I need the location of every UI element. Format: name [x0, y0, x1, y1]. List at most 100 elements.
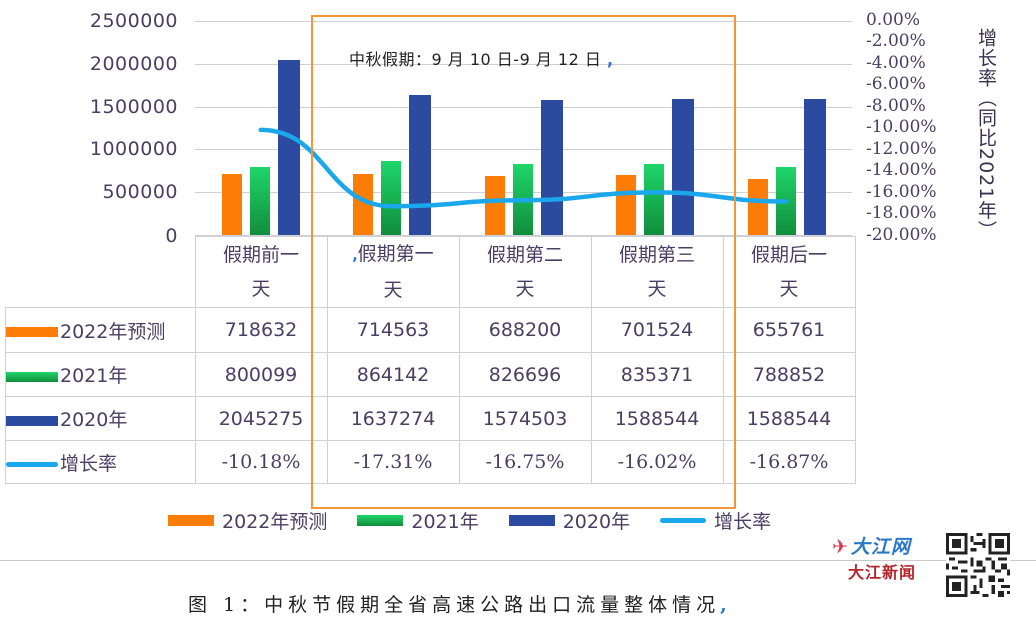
- separator-line: [0, 560, 1036, 561]
- table-cell: 788852: [722, 352, 856, 397]
- orange-swatch-icon: [168, 515, 214, 526]
- table-cell: 688200: [458, 307, 592, 353]
- row-label-text: 2022年预测: [60, 320, 166, 343]
- orange-swatch-icon: [6, 327, 58, 337]
- legend-label: 2021年: [411, 511, 479, 533]
- table-cell: -16.87%: [722, 440, 856, 484]
- left-tick: 1000000: [89, 138, 178, 160]
- bar-blue: [672, 99, 695, 235]
- annotation-text: 中秋假期：9 月 10 日-9 月 12 日: [349, 50, 602, 69]
- row-label: 2022年预测: [5, 307, 196, 353]
- right-tick: -18.00%: [866, 203, 937, 223]
- legend-label: 增长率: [714, 511, 772, 533]
- row-label-text: 增长率: [60, 452, 118, 475]
- holiday-highlight-box: [311, 15, 736, 509]
- header-line: 天: [647, 278, 667, 300]
- bar-green: [644, 163, 665, 235]
- header-line: ,假期第一: [352, 243, 434, 265]
- data-table: 假期前一天 ,假期第一天 假期第二天 假期第三天 假期后一天 2022年预测 7…: [5, 236, 856, 484]
- table-header-cell: 假期后一天: [722, 236, 856, 308]
- table-cell: 864142: [326, 352, 460, 397]
- table-cell: -16.75%: [458, 440, 592, 484]
- right-tick: -2.00%: [866, 31, 926, 51]
- header-line: 天: [383, 279, 403, 301]
- news-logo: 大江新闻: [848, 559, 916, 583]
- bar-orange: [222, 173, 242, 235]
- table-row: 2020年 2045275 1637274 1574503 1588544 15…: [5, 396, 856, 441]
- table-cell: 1637274: [326, 396, 460, 441]
- header-line: 假期后一: [750, 244, 827, 266]
- table-cell: 718632: [194, 307, 328, 353]
- bar-orange: [353, 173, 374, 235]
- header-line: 假期前一: [222, 244, 299, 266]
- bar-blue: [409, 94, 432, 235]
- right-tick: -12.00%: [866, 139, 937, 159]
- watermark-logo: ✈ 大江网 大江新闻: [832, 532, 916, 583]
- gridline: [195, 21, 852, 22]
- bar-green: [250, 166, 270, 235]
- legend-item: 2020年: [508, 507, 631, 534]
- table-cell: 2045275: [194, 396, 328, 441]
- table-header-cell: 假期第二天: [458, 236, 592, 308]
- wing-icon: ✈: [832, 536, 849, 558]
- header-line: 假期第三: [618, 244, 695, 266]
- left-tick: 500000: [102, 181, 178, 203]
- row-label: 2020年: [5, 396, 196, 441]
- green-swatch-icon: [357, 515, 404, 526]
- left-tick: 1500000: [89, 96, 178, 118]
- table-row: 增长率 -10.18% -17.31% -16.75% -16.02% -16.…: [5, 440, 856, 484]
- chart-legend: 2022年预测 2021年 2020年 增长率: [168, 507, 801, 534]
- figure-caption: 图 1：中秋节假期全省高速公路出口流量整体情况,: [188, 590, 732, 617]
- right-tick: -8.00%: [866, 96, 926, 116]
- right-axis-title: 增长率（同比2021年）: [975, 28, 997, 241]
- gridline: [195, 107, 852, 108]
- table-cell: -10.18%: [194, 440, 328, 484]
- legend-label: 2020年: [562, 511, 631, 533]
- table-header-cell: ,假期第一天: [326, 236, 460, 308]
- legend-item: 2021年: [357, 507, 479, 534]
- bar-orange: [616, 174, 637, 235]
- bar-blue: [278, 59, 300, 235]
- site-logo: ✈ 大江网: [832, 532, 916, 559]
- plot-area: [195, 21, 852, 235]
- right-tick: -6.00%: [866, 74, 926, 94]
- table-row: 2021年 800099 864142 826696 835371 788852: [5, 352, 856, 397]
- row-label: 2021年: [5, 352, 196, 397]
- legend-item: 增长率: [660, 507, 771, 534]
- line-swatch-icon: [6, 461, 58, 467]
- legend-label: 2022年预测: [222, 511, 328, 533]
- header-line: 天: [251, 278, 271, 300]
- bar-orange: [747, 178, 768, 235]
- right-tick: -14.00%: [866, 160, 937, 180]
- bar-orange: [484, 176, 505, 235]
- right-tick: -10.00%: [866, 117, 937, 137]
- header-line: 假期第二: [486, 244, 563, 266]
- blue-swatch-icon: [6, 415, 58, 426]
- table-cell: 835371: [590, 352, 724, 397]
- gridline: [195, 64, 852, 65]
- news-name: 大江新闻: [848, 563, 917, 582]
- row-label-text: 2020年: [60, 409, 128, 431]
- right-tick: -4.00%: [866, 53, 926, 73]
- qr-code-icon: [946, 533, 1010, 597]
- right-tick: 0.00%: [866, 10, 921, 30]
- annotation-mark: ,: [606, 50, 614, 69]
- right-tick: -16.00%: [866, 182, 937, 202]
- growth-rate-line: [258, 127, 789, 209]
- gridline: [195, 149, 852, 150]
- green-swatch-icon: [6, 371, 58, 382]
- table-cell: 826696: [458, 352, 592, 397]
- table-cell: 1588544: [590, 396, 724, 441]
- right-tick: -20.00%: [866, 225, 937, 245]
- blue-swatch-icon: [508, 515, 555, 526]
- table-cell: 1588544: [722, 396, 856, 441]
- caption-mark: ,: [720, 594, 732, 616]
- site-name: 大江网: [850, 536, 911, 558]
- bar-green: [381, 161, 402, 235]
- legend-item: 2022年预测: [168, 507, 327, 534]
- row-label-text: 2021年: [60, 365, 128, 387]
- table-cell: 800099: [194, 352, 328, 397]
- gridline: [195, 235, 852, 236]
- left-tick: 2000000: [89, 53, 178, 75]
- table-row: 2022年预测 718632 714563 688200 701524 6557…: [5, 307, 856, 353]
